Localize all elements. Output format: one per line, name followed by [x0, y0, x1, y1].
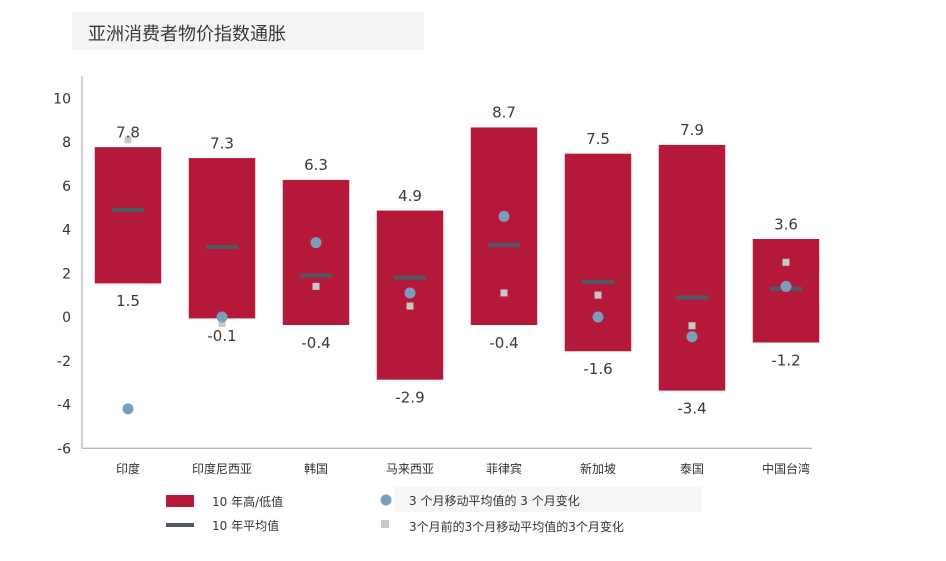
y-tick-label: 10 — [53, 91, 71, 107]
legend-ma3-prev-swatch — [381, 520, 389, 528]
ma3-prev-marker — [406, 302, 414, 310]
y-tick-label: 6 — [62, 179, 71, 195]
ma3-prev-marker — [124, 136, 132, 144]
ma3-prev-marker — [500, 289, 508, 297]
legend-avg-label: 10 年平均值 — [212, 518, 279, 533]
low-value-label: -0.4 — [301, 334, 330, 352]
legend-highlight — [394, 487, 702, 512]
y-tick-label: 0 — [62, 310, 71, 326]
ma3-marker — [122, 403, 134, 415]
category-label: 新加坡 — [580, 461, 616, 476]
y-tick-label: 8 — [62, 135, 71, 151]
range-bar — [187, 156, 257, 320]
ma3-prev-marker — [688, 322, 696, 330]
low-value-label: -0.4 — [489, 334, 518, 352]
high-value-label: 7.8 — [116, 123, 140, 141]
chart-title: 亚洲消费者物价指数通胀 — [88, 24, 286, 45]
ma3-prev-marker — [218, 320, 226, 328]
legend-ma3-prev-label: 3个月前的3个月移动平均值的3个月变化 — [409, 519, 624, 534]
high-value-label: 7.5 — [586, 130, 610, 148]
category-label: 韩国 — [304, 461, 328, 476]
low-value-label: -1.2 — [771, 351, 800, 369]
high-value-label: 6.3 — [304, 156, 328, 174]
low-value-label: -2.9 — [395, 388, 424, 406]
category-label: 印度尼西亚 — [192, 461, 252, 476]
category-label: 菲律宾 — [486, 461, 522, 476]
legend-ma3-label: 3 个月移动平均值的 3 个月变化 — [409, 493, 580, 508]
low-value-label: -3.4 — [677, 399, 706, 417]
high-value-label: 7.3 — [210, 134, 234, 152]
high-value-label: 4.9 — [398, 187, 422, 205]
high-value-label: 3.6 — [774, 215, 798, 233]
range-bar — [93, 145, 163, 285]
ma3-prev-marker — [312, 282, 320, 290]
category-label: 泰国 — [680, 462, 704, 476]
category-label: 马来西亚 — [386, 462, 434, 476]
low-value-label: -0.1 — [207, 327, 236, 345]
legend-range-label: 10 年高/低值 — [212, 494, 283, 509]
legend-ma3-swatch — [380, 494, 392, 506]
y-tick-label: 2 — [62, 266, 71, 282]
ma3-marker — [686, 331, 698, 343]
legend-range-swatch — [166, 495, 194, 507]
low-value-label: -1.6 — [583, 360, 612, 378]
category-label: 中国台湾 — [762, 461, 810, 476]
ma3-marker — [780, 280, 792, 292]
ma3-marker — [310, 237, 322, 249]
high-value-label: 8.7 — [492, 104, 516, 122]
ma3-prev-marker — [782, 258, 790, 266]
range-bar — [281, 178, 351, 327]
y-tick-label: -2 — [57, 354, 71, 370]
ma3-marker — [498, 210, 510, 222]
high-value-label: 7.9 — [680, 121, 704, 139]
title-box: 亚洲消费者物价指数通胀 — [72, 12, 424, 50]
y-tick-label: -4 — [57, 398, 71, 414]
ma3-marker — [404, 287, 416, 299]
category-label: 印度 — [116, 461, 140, 476]
range-bar — [657, 143, 727, 393]
y-tick-label: -6 — [57, 441, 71, 457]
y-tick-label: 4 — [62, 223, 71, 239]
ma3-marker — [592, 311, 604, 323]
ma3-marker — [216, 311, 228, 323]
ma3-prev-marker — [594, 291, 602, 299]
low-value-label: 1.5 — [116, 292, 140, 310]
